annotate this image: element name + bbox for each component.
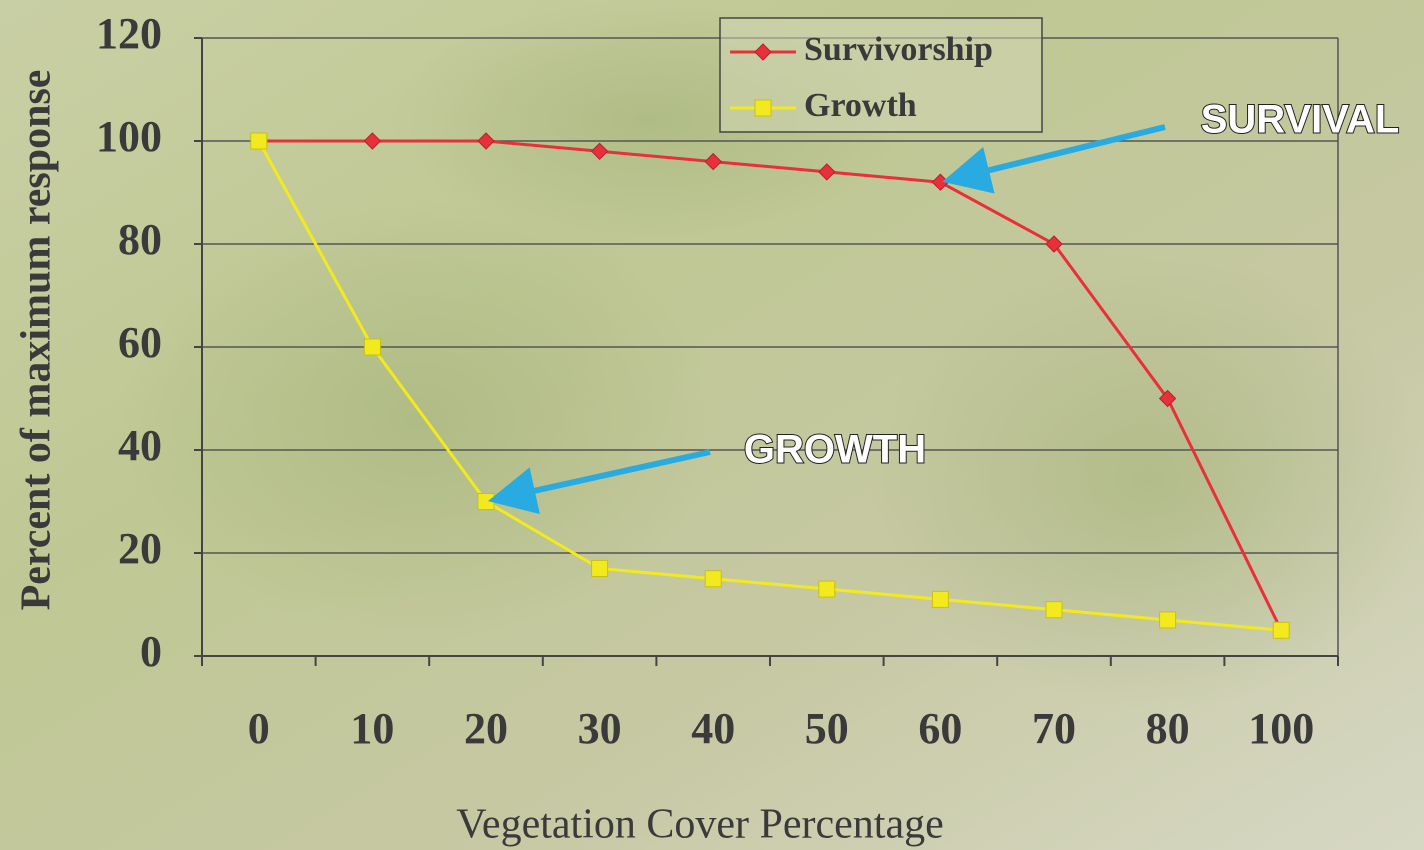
background-texture [120,200,720,640]
legend-marker [755,100,771,116]
legend-label: Survivorship [804,31,993,68]
x-tick-label: 80 [1146,704,1190,753]
data-point [819,581,835,597]
data-point [251,133,267,149]
data-point [364,339,380,355]
data-point [705,571,721,587]
x-tick-label: 40 [691,704,735,753]
background-texture [870,250,1424,710]
y-tick-label: 60 [118,318,162,367]
y-axis-label: Percent of maximum response [14,70,60,611]
y-tick-label: 20 [118,524,162,573]
annotation-text: SURVIVAL [1201,98,1400,142]
x-tick-label: 100 [1248,704,1314,753]
data-point [1273,622,1289,638]
y-tick-label: 40 [118,421,162,470]
x-tick-label: 0 [248,704,270,753]
data-point [592,560,608,576]
x-axis-label: Vegetation Cover Percentage [456,802,943,848]
y-tick-label: 80 [118,215,162,264]
x-tick-label: 70 [1032,704,1076,753]
y-tick-label: 0 [140,627,162,676]
y-tick-label: 120 [96,9,162,58]
y-tick-label: 100 [96,112,162,161]
x-tick-label: 60 [918,704,962,753]
x-tick-label: 30 [578,704,622,753]
page: {"chart_data": { "type": "line", "y_labe… [0,0,1424,850]
x-tick-label: 10 [350,704,394,753]
data-point [1046,602,1062,618]
annotation-text: GROWTH [744,428,926,472]
x-tick-label: 50 [805,704,849,753]
data-point [932,591,948,607]
data-point [478,494,494,510]
chart: Percent of maximum response Vegetation C… [0,0,1424,850]
legend-label: Growth [804,87,917,124]
data-point [1160,612,1176,628]
x-tick-label: 20 [464,704,508,753]
